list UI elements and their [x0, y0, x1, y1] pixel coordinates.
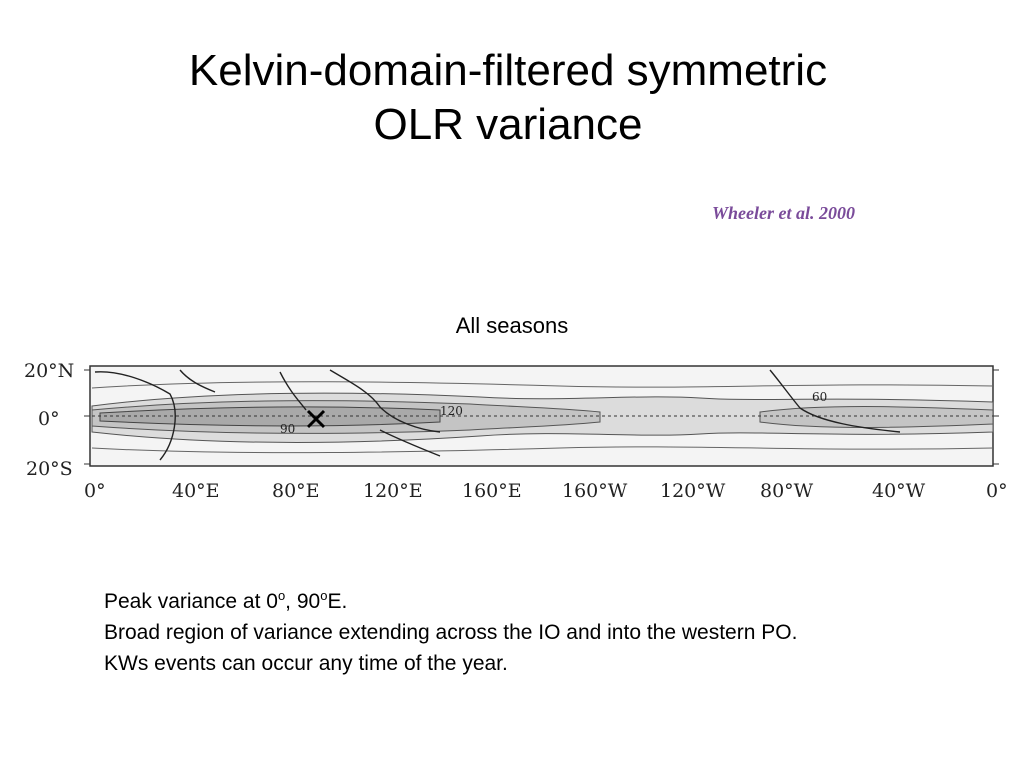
coast-americas — [769, 369, 901, 433]
coast-arabia — [179, 369, 216, 393]
title-line-1: Kelvin-domain-filtered symmetric — [188, 46, 828, 95]
map-graphic — [84, 365, 999, 467]
map-ticks — [84, 369, 999, 465]
lat-label-20s: 20°S — [26, 458, 73, 480]
citation: Wheeler et al. 2000 — [712, 203, 855, 223]
lat-label-0: 0° — [38, 408, 60, 430]
peak-marker — [306, 409, 326, 429]
note-line-1-a: Peak variance at 0 — [104, 590, 278, 613]
note-degree-2: o — [320, 588, 328, 603]
coast-indonesia — [379, 429, 441, 457]
contour-label-90: 90 — [280, 422, 296, 436]
contour-label-60: 60 — [812, 390, 828, 404]
note-line-1-b: , 90 — [285, 590, 321, 613]
note-line-3: KWs events can occur any time of the yea… — [104, 652, 508, 675]
note-line-1-c: E. — [327, 590, 348, 613]
coast-africa — [94, 371, 176, 461]
note-line-2: Broad region of variance extending acros… — [104, 621, 798, 644]
lon-label-40e: 40°E — [172, 480, 220, 502]
lon-label-120e: 120°E — [363, 480, 423, 502]
lon-label-40w: 40°W — [872, 480, 926, 502]
contour-label-120: 120 — [440, 404, 463, 418]
slide-title: Kelvin-domain-filtered symmetric OLR var… — [0, 44, 1016, 152]
lon-label-160e: 160°E — [462, 480, 522, 502]
contour-north — [91, 381, 994, 389]
contour-south — [91, 446, 994, 454]
lat-label-20n: 20°N — [24, 360, 75, 382]
coast-se-asia — [329, 369, 441, 433]
season-label: All seasons — [455, 313, 569, 338]
coast-india — [279, 371, 307, 411]
lon-label-80w: 80°W — [760, 480, 814, 502]
title-line-2: OLR variance — [373, 100, 643, 149]
note-degree-1: o — [277, 588, 286, 603]
olr-variance-map: 20°N 0° 20°S 0° 40°E 80°E 120°E 160°E 16… — [0, 352, 1024, 512]
lon-label-120w: 120°W — [660, 480, 726, 502]
lon-label-0: 0° — [84, 480, 106, 502]
notes: Peak variance at 0o, 90oE. Broad region … — [104, 580, 797, 679]
variance-band-inner — [99, 406, 441, 427]
variance-band-east — [759, 406, 994, 428]
lon-label-0-east: 0° — [986, 480, 1008, 502]
lon-label-80e: 80°E — [272, 480, 320, 502]
note-line-1: Peak variance at 0o, 90oE. — [104, 580, 797, 617]
lon-label-160w: 160°W — [562, 480, 628, 502]
